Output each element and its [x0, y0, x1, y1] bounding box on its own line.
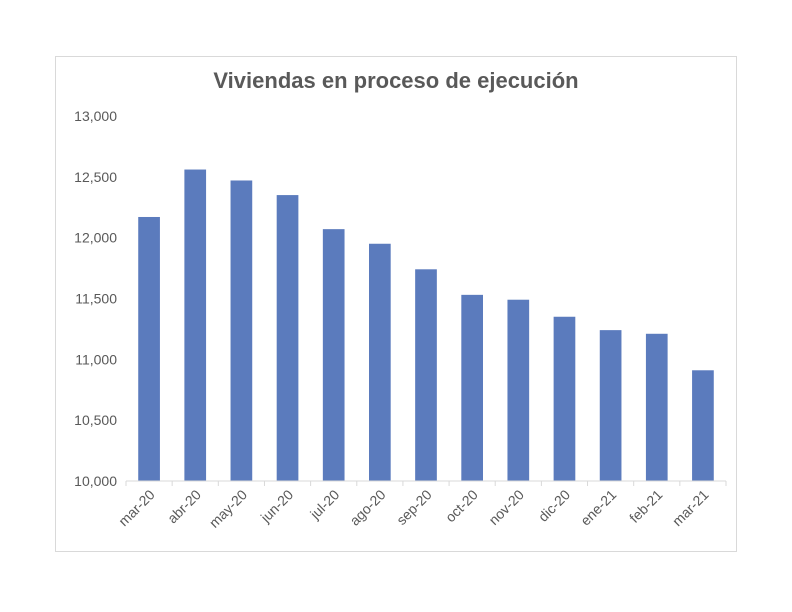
x-tick-label: sep-20 [393, 486, 435, 528]
y-tick-label: 13,000 [74, 108, 117, 124]
y-tick-label: 11,000 [75, 351, 117, 367]
bar [138, 216, 160, 481]
chart-frame [55, 56, 737, 552]
bar [461, 294, 483, 481]
y-axis-labels: 10,000 10,500 11,000 11,500 12,000 12,500 13,0… [74, 108, 117, 489]
x-tick-label: ago-20 [346, 486, 388, 528]
x-tick-label: nov-20 [485, 486, 527, 528]
bar [553, 316, 576, 481]
y-tick-label: 10,500 [74, 412, 117, 428]
bar [692, 370, 714, 481]
x-tick-label: abr-20 [164, 486, 204, 526]
bar [276, 195, 299, 482]
x-tick-label: dic-20 [535, 486, 573, 524]
x-tick-label: jul-20 [306, 486, 342, 522]
x-tick-label: ene-21 [577, 486, 619, 528]
chart-title: Viviendas en proceso de ejecución [213, 68, 579, 93]
x-tick-label: oct-20 [442, 486, 481, 525]
bars [138, 169, 714, 482]
x-axis [125, 480, 727, 486]
bar [230, 180, 253, 481]
y-tick-label: 10,000 [74, 473, 117, 489]
y-tick-label: 12,000 [74, 230, 117, 246]
x-tick-label: may-20 [206, 486, 250, 530]
x-tick-label: mar-21 [669, 486, 712, 529]
x-tick-label: jun-20 [257, 486, 297, 526]
x-axis-labels: mar-20 abr-20 may-20 jun-20 jul-20 ago-20 sep-… [115, 486, 712, 530]
bar [507, 299, 530, 481]
bar [369, 243, 391, 481]
bar [415, 269, 437, 481]
x-tick-label: mar-20 [115, 486, 158, 529]
x-tick-label: feb-21 [626, 486, 666, 526]
bar [184, 169, 207, 482]
bar [322, 229, 345, 481]
bar [645, 333, 668, 481]
bar [599, 330, 622, 481]
y-tick-label: 11,500 [75, 291, 117, 307]
y-tick-label: 12,500 [74, 169, 117, 185]
